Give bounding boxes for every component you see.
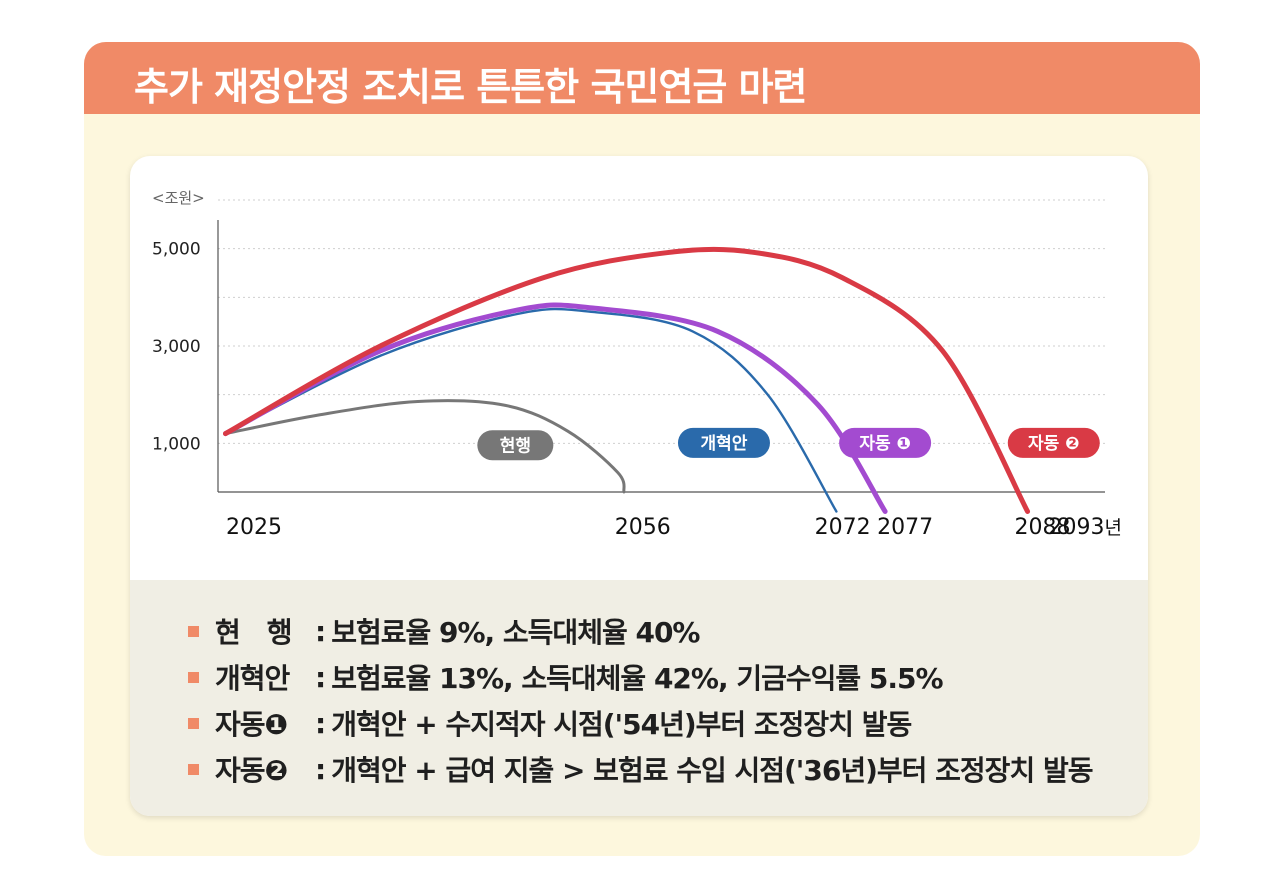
y-tick-label: 3,000 bbox=[152, 337, 201, 357]
bullet-icon bbox=[188, 671, 199, 683]
y-tick-label: 1,000 bbox=[152, 434, 201, 454]
series-label: 현행 bbox=[500, 436, 531, 456]
pension-fund-chart: <조원> 1,000 3,000 5,000 2025 2056 2072 2077 20882… bbox=[152, 189, 1122, 540]
legend-separator: : bbox=[315, 706, 326, 740]
bullet-icon bbox=[188, 717, 199, 729]
legend-list: 현 행 : 보험료율 9%, 소득대체율 40% 개혁안 : 보험료율 13%,… bbox=[188, 608, 1093, 792]
x-tick-label: 2088 bbox=[1015, 515, 1071, 540]
y-unit-label: <조원> bbox=[152, 189, 205, 207]
legend-item-current: 현 행 : 보험료율 9%, 소득대체율 40% bbox=[188, 608, 1092, 654]
legend-name: 현 행 bbox=[215, 616, 293, 649]
x-tick-label: 2072 bbox=[815, 515, 871, 540]
legend-desc: 개혁안 + 급여 지출 > 보험료 수입 시점('36년)부터 조정장치 발동 bbox=[331, 754, 1093, 787]
legend-separator: : bbox=[315, 752, 326, 786]
x-tick-label: 2077 bbox=[877, 515, 933, 540]
legend-name: 자동❷ bbox=[215, 754, 288, 787]
bullet-icon bbox=[188, 625, 199, 637]
bullet-icon bbox=[188, 763, 199, 775]
x-tick-label: 2056 bbox=[615, 515, 671, 540]
legend-name: 자동❶ bbox=[215, 708, 288, 741]
card-header: 추가 재정안정 조치로 튼튼한 국민연금 마련 bbox=[84, 42, 1200, 114]
series-line-reform bbox=[224, 307, 838, 513]
page-title: 추가 재정안정 조치로 튼튼한 국민연금 마련 bbox=[134, 65, 807, 109]
legend-item-reform: 개혁안 : 보험료율 13%, 소득대체율 42%, 기금수익률 5.5% bbox=[188, 654, 1092, 700]
series-line-auto2 bbox=[222, 246, 1031, 514]
series-label-pill bbox=[677, 427, 770, 458]
legend-item-auto2: 자동❷ : 개혁안 + 급여 지출 > 보험료 수입 시점('36년)부터 조정… bbox=[188, 746, 1093, 792]
series-label-pill bbox=[1007, 427, 1100, 458]
x-unit-label: 년 bbox=[1105, 517, 1122, 539]
series-line-auto1 bbox=[222, 302, 888, 514]
legend-separator: : bbox=[315, 660, 326, 694]
legend-desc: 보험료율 9%, 소득대체율 40% bbox=[331, 616, 700, 649]
x-tick-label: 2093년 bbox=[1049, 515, 1122, 540]
series-label-pill bbox=[477, 430, 554, 461]
x-tick-label: 2025 bbox=[226, 515, 282, 540]
series-label: 자동 ❶ bbox=[859, 434, 911, 454]
legend-name: 개혁안 bbox=[215, 662, 290, 695]
chart-panel: <조원> 1,000 3,000 5,000 2025 2056 2072 2077 2088 2… bbox=[130, 156, 1148, 816]
info-card: 추가 재정안정 조치로 튼튼한 국민연금 마련 <조원> 1,000 3,000 5,… bbox=[84, 42, 1200, 856]
legend-area: 현 행 : 보험료율 9%, 소득대체율 40% 개혁안 : 보험료율 13%,… bbox=[130, 580, 1148, 816]
series-line-current bbox=[223, 399, 626, 494]
series-label: 자동 ❷ bbox=[1028, 434, 1080, 454]
legend-desc: 보험료율 13%, 소득대체율 42%, 기금수익률 5.5% bbox=[331, 662, 943, 695]
series-label: 개혁안 bbox=[701, 433, 748, 454]
legend-desc: 개혁안 + 수지적자 시점('54년)부터 조정장치 발동 bbox=[331, 708, 912, 741]
series-label-pill bbox=[839, 427, 932, 458]
legend-item-auto1: 자동❶ : 개혁안 + 수지적자 시점('54년)부터 조정장치 발동 bbox=[188, 700, 1092, 746]
legend-separator: : bbox=[315, 614, 326, 648]
y-tick-label: 5,000 bbox=[152, 240, 201, 260]
